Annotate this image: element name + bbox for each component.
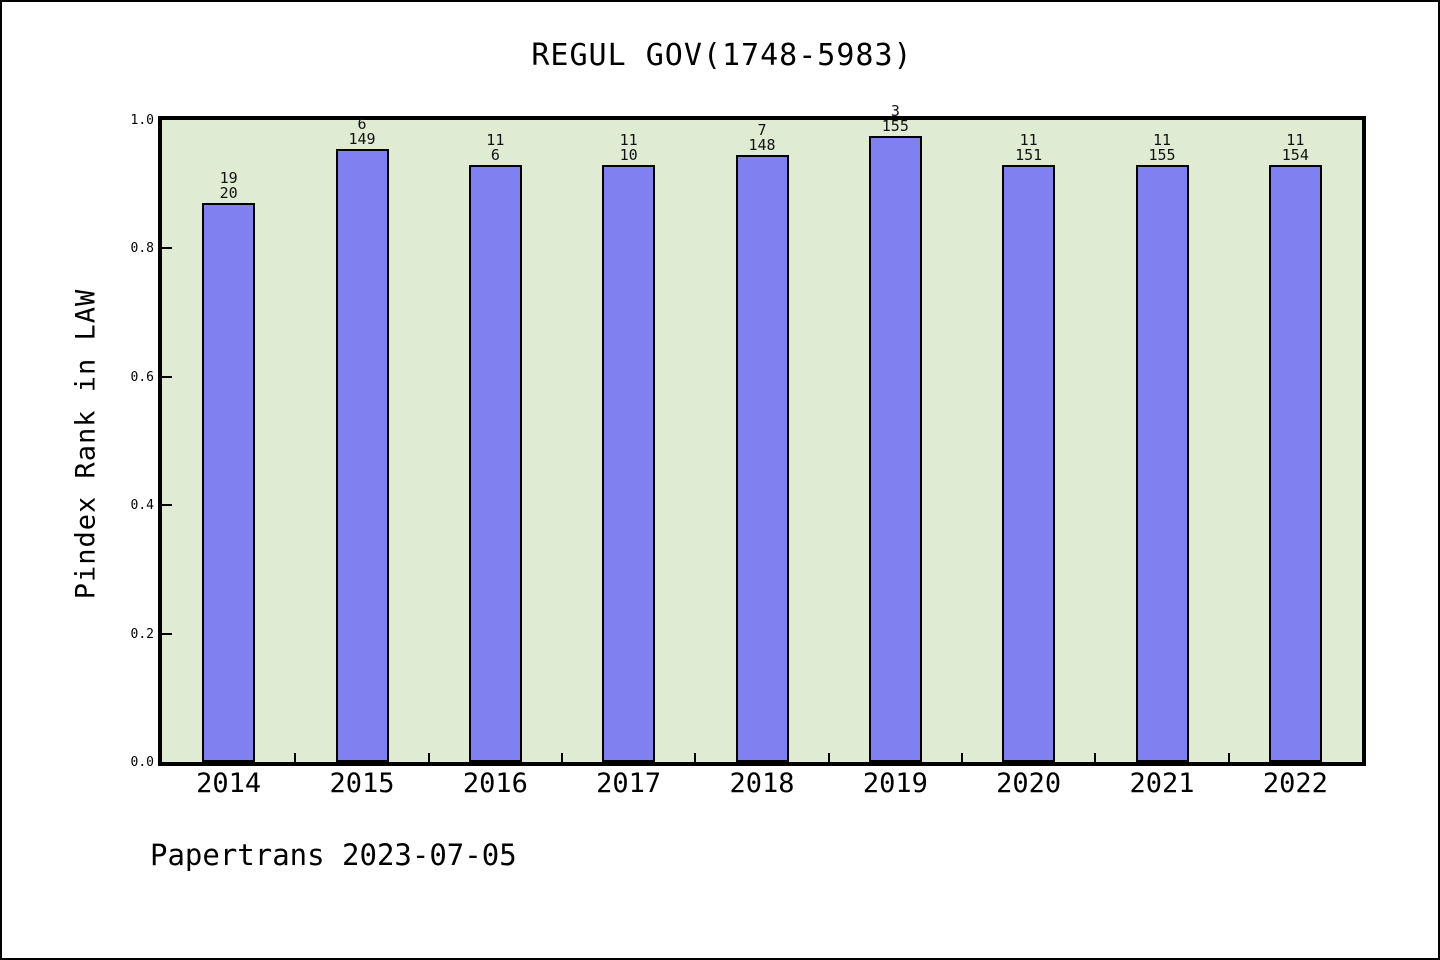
y-tick-label-0.8: 0.8 [130,241,154,257]
y-tick-mark [162,375,172,378]
x-tick-label-2021: 2021 [1129,768,1195,799]
y-tick-mark [162,632,172,635]
bar-value-label-2021: 11 155 [1148,131,1176,164]
y-tick-mark [162,504,172,507]
bar-value-label-2016: 11 6 [486,131,505,164]
plot-area: 19 20 6 149 11 6 11 10 7 148 3 155 11 151 11 15… [158,104,1366,766]
bar-2020 [1002,165,1056,762]
x-minor-tick [427,753,430,762]
bar-2017 [602,165,656,762]
x-tick-label-2015: 2015 [329,768,395,799]
y-tick-label-1.0: 1.0 [130,113,154,128]
footer-watermark: Papertrans 2023-07-05 [150,838,517,872]
x-tick-label-2022: 2022 [1262,768,1328,799]
bar-value-label-2015: 6 149 [348,115,376,148]
x-tick-label-2018: 2018 [729,768,795,799]
y-tick-label-0.0: 0.0 [130,755,154,770]
y-tick-label-0.4: 0.4 [130,498,154,514]
y-tick-label-0.2: 0.2 [130,626,154,642]
bar-value-label-2019: 3 155 [881,102,909,135]
x-minor-tick [1227,753,1230,762]
x-tick-label-2020: 2020 [996,768,1062,799]
bar-2016 [468,165,522,762]
bar-value-label-2020: 11 151 [1015,131,1043,164]
bar-2015 [335,149,389,762]
y-tick-mark [162,247,172,250]
bar-2014 [202,203,256,762]
bar-value-label-2017: 11 10 [619,131,638,164]
x-tick-label-2014: 2014 [196,768,262,799]
x-tick-label-2017: 2017 [596,768,662,799]
x-minor-tick [694,753,697,762]
x-minor-tick [827,753,830,762]
bar-2021 [1135,165,1189,762]
x-minor-tick [294,753,297,762]
x-minor-tick [561,753,563,762]
bar-value-label-2022: 11 154 [1281,131,1309,164]
bar-2018 [735,155,789,762]
bar-value-label-2018: 7 148 [748,121,776,154]
chart-title: REGUL GOV(1748-5983) [531,38,913,73]
bar-value-label-2014: 19 20 [219,169,238,202]
y-tick-label-0.6: 0.6 [130,369,154,385]
x-minor-tick [961,753,963,762]
y-axis-title: Pindex Rank in LAW [70,288,102,600]
x-tick-label-2016: 2016 [462,768,528,799]
bar-2022 [1268,165,1322,762]
bar-2019 [868,136,922,762]
x-tick-label-2019: 2019 [862,768,928,799]
x-minor-tick [1094,753,1097,762]
